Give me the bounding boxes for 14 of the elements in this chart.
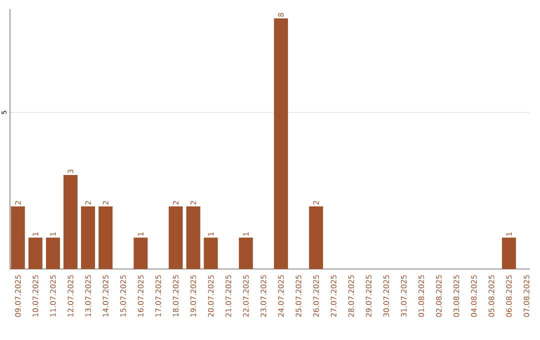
bar bbox=[98, 206, 113, 269]
bar bbox=[64, 175, 78, 269]
bar bbox=[204, 238, 218, 269]
bar bbox=[81, 206, 96, 269]
bar bbox=[309, 206, 324, 269]
bar bbox=[46, 238, 60, 269]
bar bbox=[134, 238, 148, 269]
bar bbox=[238, 238, 253, 269]
bar bbox=[186, 206, 200, 269]
bar bbox=[10, 206, 25, 269]
bar bbox=[168, 206, 183, 269]
bar bbox=[274, 18, 288, 269]
bar bbox=[28, 238, 42, 269]
bar bbox=[502, 238, 516, 269]
